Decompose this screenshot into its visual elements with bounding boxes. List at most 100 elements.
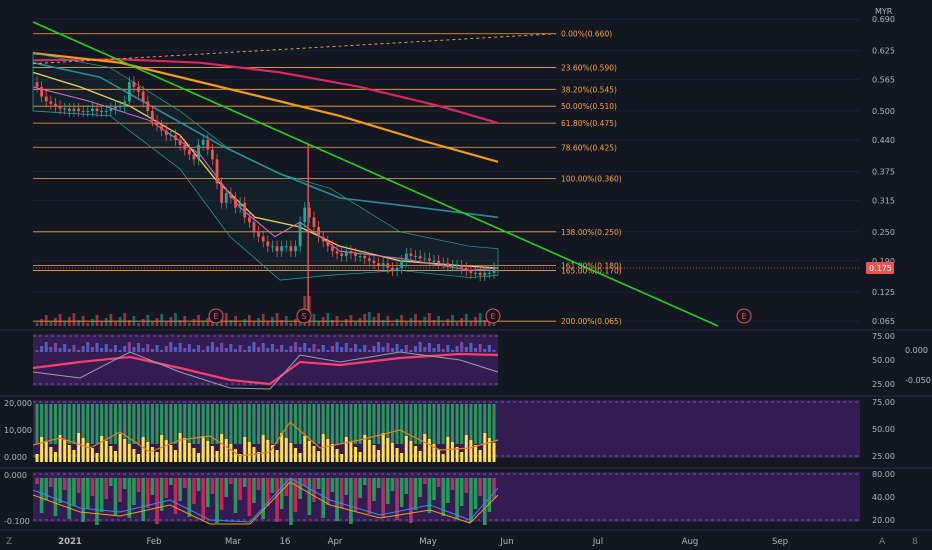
volume-osc-green-bar (492, 404, 496, 444)
volume-osc-yellow-bar (95, 453, 99, 462)
auto-scale-button[interactable]: A (879, 537, 886, 547)
candle-body (127, 82, 131, 102)
volume-bar (49, 322, 53, 326)
fib-level-label: 0.00%(0.660) (561, 30, 612, 39)
volume-bar (67, 317, 71, 326)
volume-osc-yellow-bar (197, 453, 201, 462)
time-axis[interactable]: 2021 Feb Mar 16 Apr May Jun Jul Aug Sep (0, 529, 932, 547)
volume-bar (109, 314, 113, 326)
candle-body (132, 82, 136, 87)
candle-body (243, 202, 247, 218)
volume-osc-yellow-bar (400, 453, 404, 462)
candle-body (294, 246, 297, 252)
momentum-bar (127, 478, 132, 518)
event-marker[interactable]: E (485, 308, 501, 324)
oscillator-histogram-bar (372, 346, 376, 352)
oscillator-histogram-bar (53, 343, 57, 352)
momentum-bar (441, 478, 446, 516)
volume-osc-yellow-bar (386, 438, 390, 462)
oscillator-histogram-bar (266, 348, 270, 352)
candle-body (123, 101, 127, 107)
oscillator-histogram-bar (81, 346, 85, 352)
volume-osc-yellow-bar (141, 437, 145, 462)
oscillator-left-tick-label: 10,000 (4, 426, 32, 435)
event-marker[interactable]: E (736, 308, 752, 324)
oscillator-histogram-bar (298, 347, 302, 352)
oscillator-histogram-bar (146, 344, 150, 352)
volume-osc-green-bar (377, 404, 381, 444)
time-axis-label: Mar (225, 537, 242, 547)
momentum-bar (178, 478, 182, 501)
volume-bar (275, 313, 279, 326)
volume-bar (349, 315, 353, 326)
momentum-bar (279, 478, 284, 509)
volume-bar (137, 323, 140, 326)
volume-bar (54, 318, 57, 326)
volume-osc-green-bar (233, 404, 237, 444)
candle-body (109, 108, 113, 112)
oscillator-histogram-bar (460, 342, 464, 352)
oscillator-tick-label: 25.00 (872, 452, 895, 461)
candle-body (487, 272, 491, 274)
candle-body (275, 246, 279, 252)
volume-bar (381, 320, 385, 326)
event-marker-label: E (741, 312, 746, 321)
volume-bar (451, 315, 454, 326)
oscillator-pane-2[interactable]: 75.00 50.00 25.00 20,000 10,000 0.000 (0, 395, 932, 462)
oscillator-pane-1[interactable]: 75.00 50.00 25.00 0.000 -0.050 (0, 329, 932, 390)
momentum-bar (326, 478, 330, 505)
price-candles (35, 76, 496, 319)
oscillator-pane-3[interactable]: 80.00 40.00 20.00 0.000 -0.100 (0, 467, 932, 526)
momentum-bar (173, 478, 178, 514)
volume-osc-yellow-bar (317, 451, 321, 462)
candle-body (77, 108, 80, 112)
oscillator-histogram-bar (243, 350, 247, 352)
volume-osc-yellow-bar (307, 441, 311, 462)
candle-body (437, 260, 441, 264)
oscillator-histogram-bar (224, 348, 228, 352)
price-tick-label: 0.315 (872, 196, 895, 205)
event-marker[interactable]: S (296, 308, 312, 324)
oscillator-histogram-bar (492, 350, 496, 352)
fibonacci-retracement[interactable]: 0.00%(0.660) 23.60%(0.590) 38.20%(0.545) 50… (33, 30, 622, 326)
volume-osc-yellow-bar (284, 438, 288, 462)
candle-body (432, 260, 436, 262)
momentum-bar (159, 478, 164, 511)
volume-bar (340, 323, 344, 326)
volume-bar (344, 319, 348, 326)
momentum-bar (215, 478, 219, 523)
volume-osc-green-bar (483, 404, 487, 444)
momentum-bar (330, 478, 335, 492)
volume-osc-yellow-bar (372, 445, 376, 462)
candle-body (40, 86, 44, 97)
candle-body (358, 255, 362, 257)
oscillator-signal-line (32, 352, 499, 386)
volume-osc-yellow-bar (257, 452, 261, 462)
volume-osc-green-bar (44, 404, 48, 444)
candle-body (441, 263, 445, 265)
trendlines[interactable] (32, 21, 719, 327)
momentum-bar (90, 478, 95, 496)
volume-osc-green-bar (354, 404, 358, 444)
candle-body (414, 255, 417, 257)
volume-osc-green-bar (409, 404, 413, 444)
momentum-bar (362, 478, 367, 485)
volume-osc-green-bar (455, 404, 459, 444)
volume-osc-green-bar (77, 404, 81, 444)
event-marker[interactable]: E (208, 308, 224, 324)
volume-osc-yellow-bar (487, 438, 491, 462)
momentum-bar (289, 478, 293, 525)
downtrend-line[interactable] (32, 21, 719, 327)
volume-osc-green-bar (474, 404, 478, 444)
volume-bar (266, 321, 270, 326)
oscillator-histogram-bar (132, 347, 136, 352)
volume-osc-yellow-bar (340, 454, 344, 462)
settings-button[interactable]: 8 (912, 537, 918, 547)
volume-osc-green-bar (86, 404, 90, 444)
volume-osc-green-bar (123, 404, 127, 444)
candle-body (289, 246, 293, 252)
volume-osc-green-bar (270, 404, 274, 444)
